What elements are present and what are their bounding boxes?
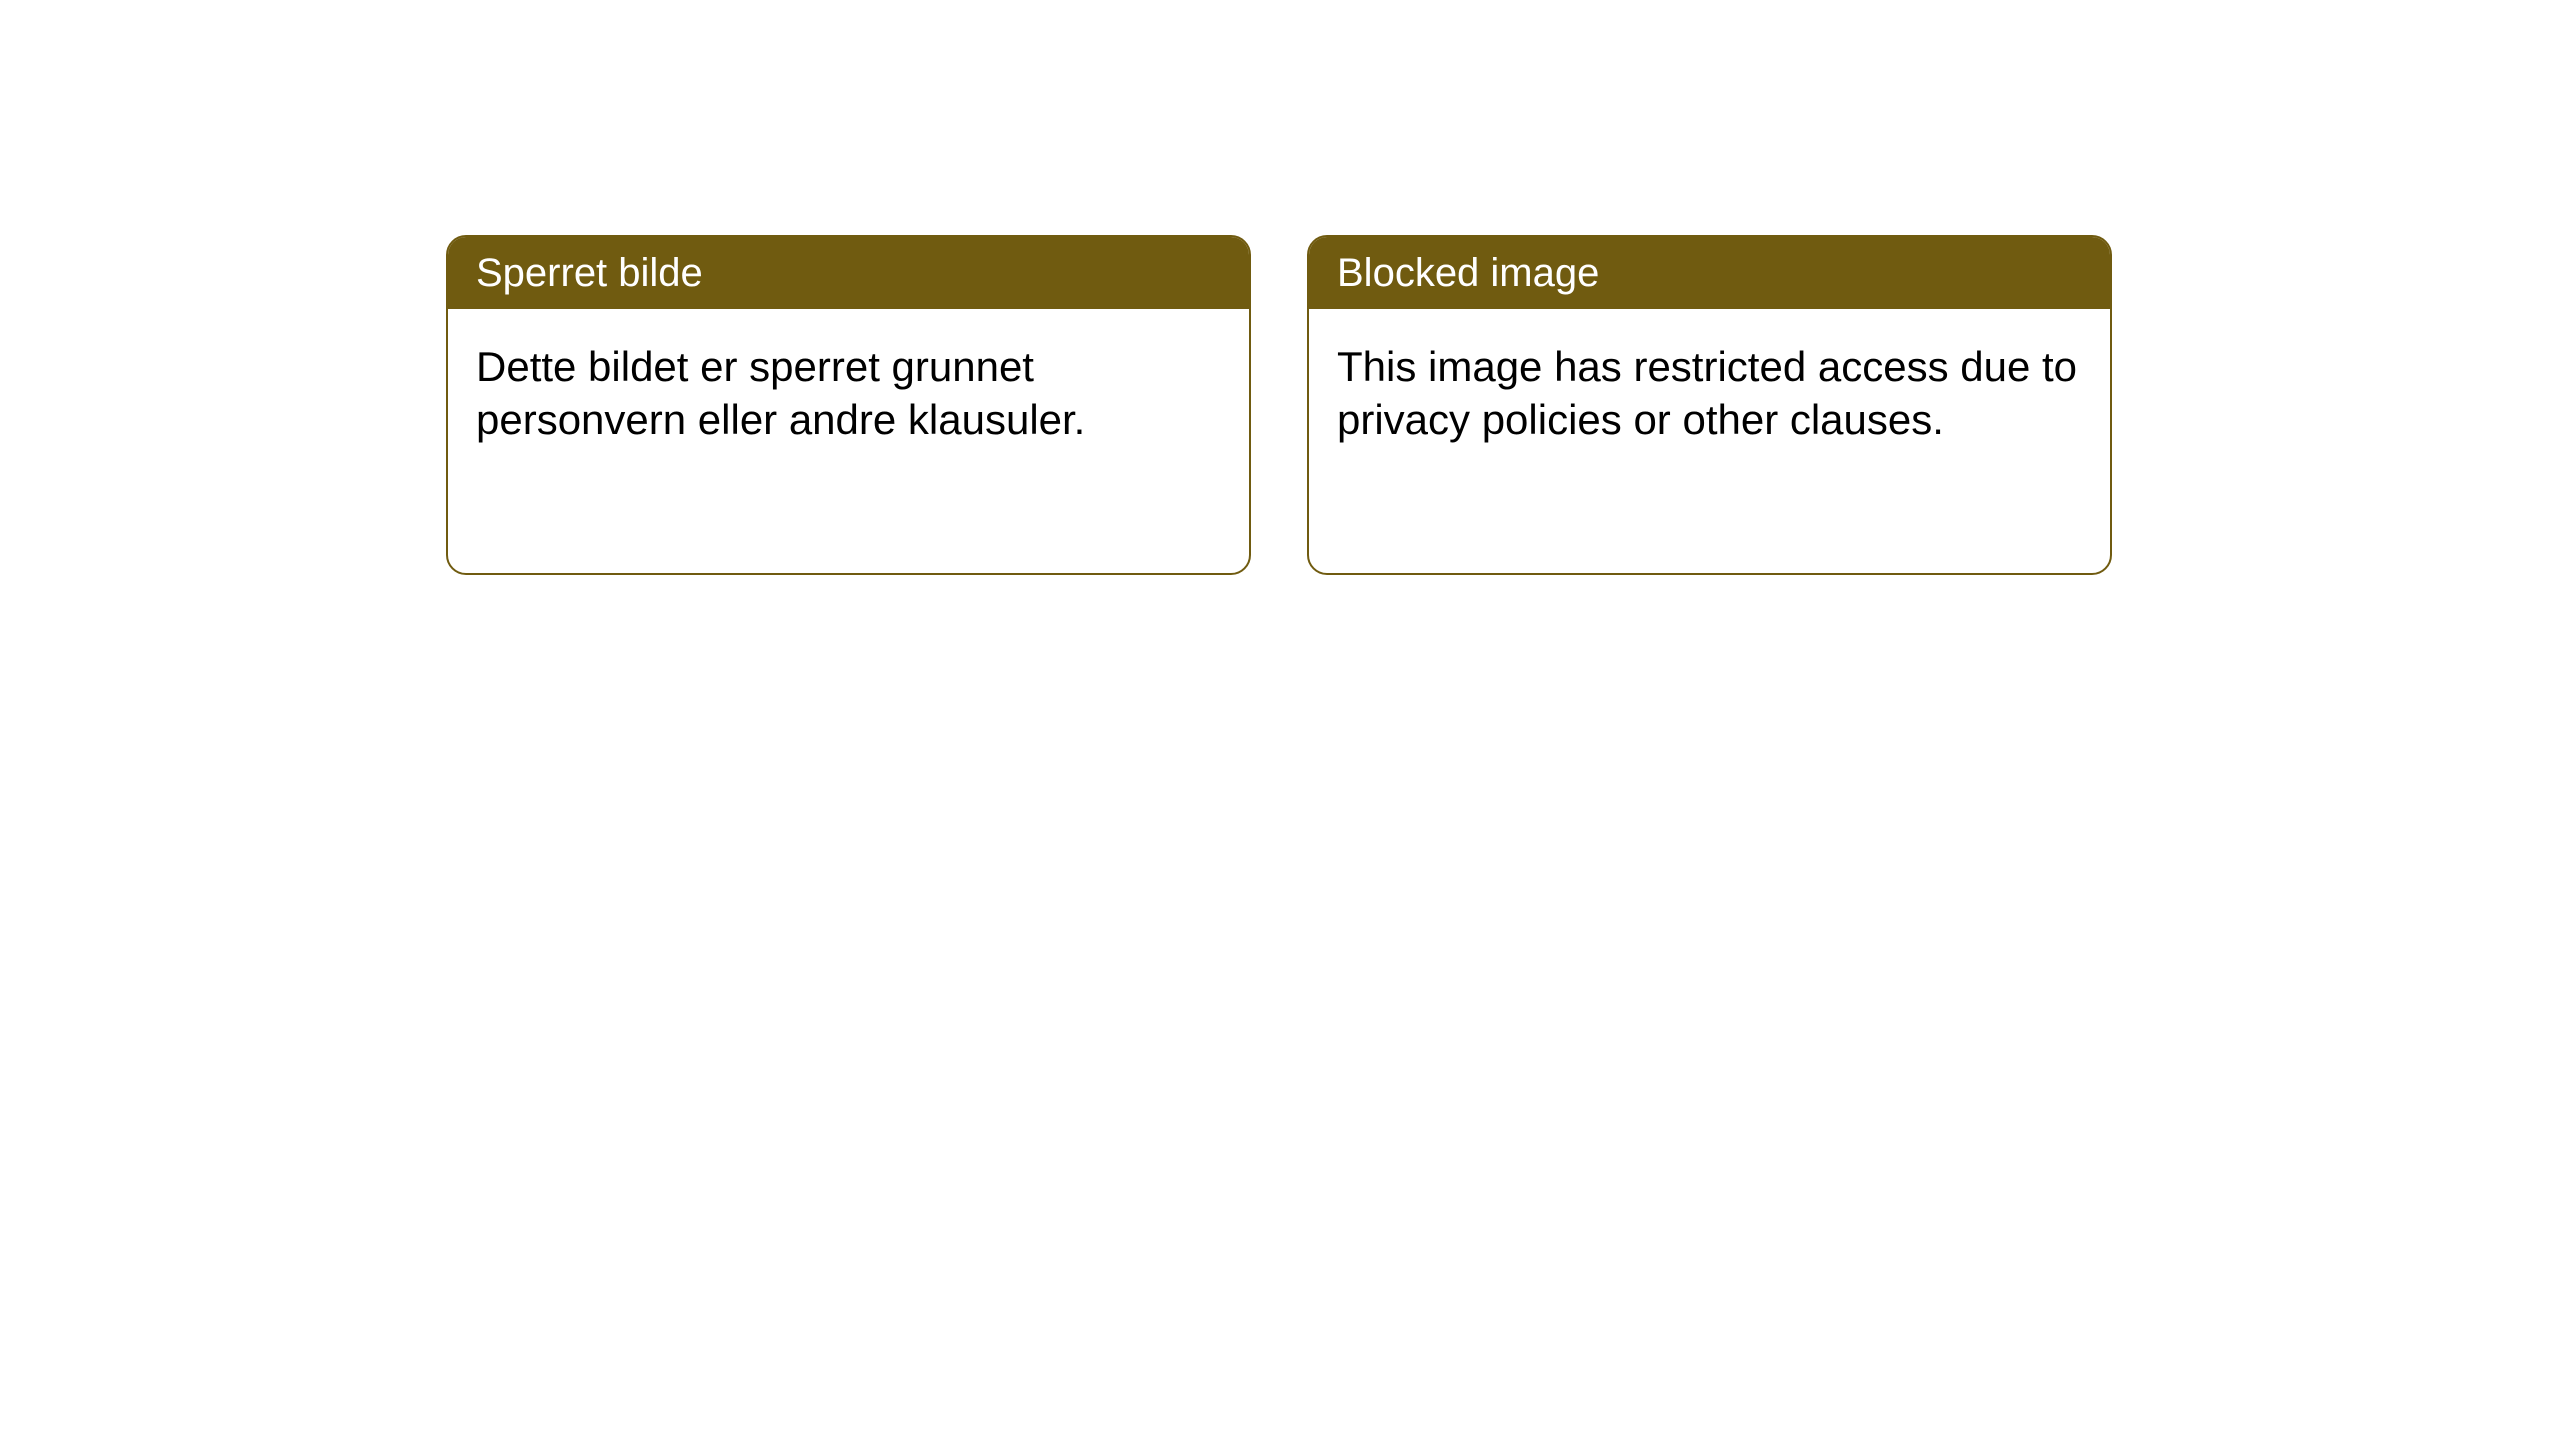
notice-body: Dette bildet er sperret grunnet personve… (448, 309, 1249, 478)
notice-header: Blocked image (1309, 237, 2110, 309)
notice-box-norwegian: Sperret bilde Dette bildet er sperret gr… (446, 235, 1251, 575)
notice-body: This image has restricted access due to … (1309, 309, 2110, 478)
notice-header: Sperret bilde (448, 237, 1249, 309)
notice-box-english: Blocked image This image has restricted … (1307, 235, 2112, 575)
notices-container: Sperret bilde Dette bildet er sperret gr… (446, 235, 2112, 575)
